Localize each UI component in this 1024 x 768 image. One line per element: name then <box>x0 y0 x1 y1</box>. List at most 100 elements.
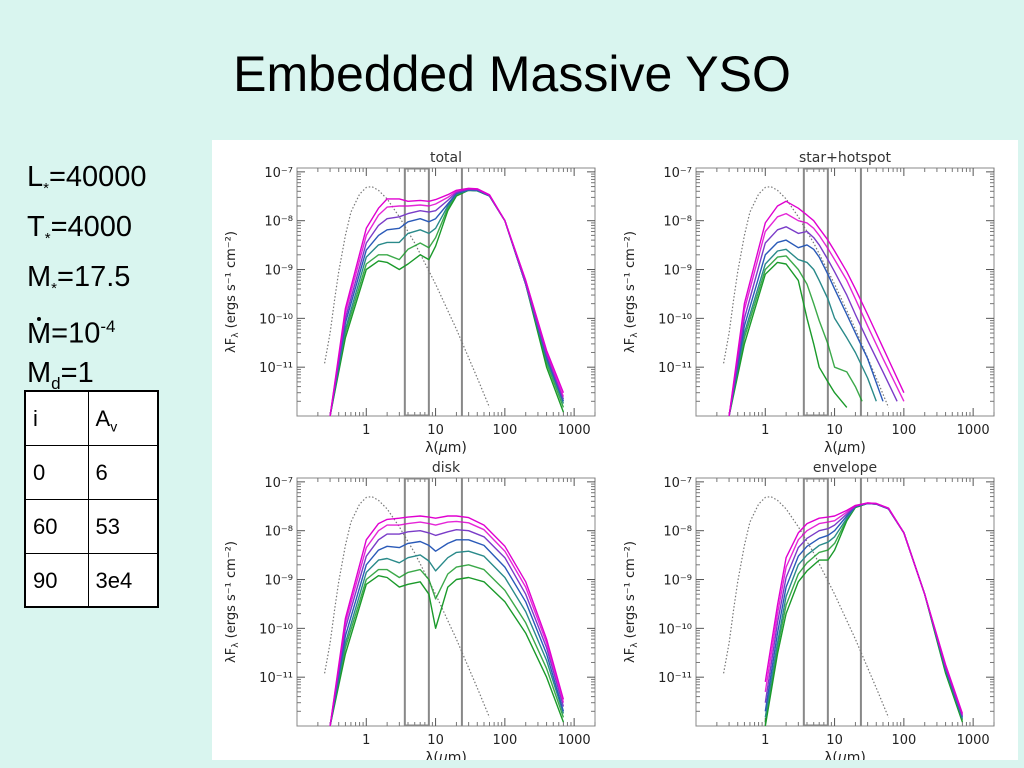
sed-plot-panel: total 1 10 100 1000 10⁻⁷ 10⁻⁸ 10⁻⁹ 10⁻¹⁰ 10⁻¹¹ λFλ… <box>212 140 1018 760</box>
sed-series-line <box>728 248 877 416</box>
param-accretion-rate: M=10-4 <box>27 307 147 354</box>
slide-title: Embedded Massive YSO <box>233 46 791 102</box>
sed-series-line <box>764 502 964 720</box>
plot-title: star+hotspot <box>799 150 892 166</box>
y-tick-label: 10⁻⁹ <box>264 264 293 279</box>
sed-series-line <box>329 564 565 726</box>
param-accretion-rate-symbol: M <box>27 315 51 354</box>
table-header-av: Av <box>87 390 159 446</box>
table-cell-i: 60 <box>24 498 89 554</box>
band-box <box>802 167 829 417</box>
param-mass-value: =17.5 <box>57 260 131 293</box>
param-disk-mass-sub: d <box>51 373 61 393</box>
x-axis-label: λ(μm) <box>824 440 866 456</box>
table-cell-i: 90 <box>24 552 89 608</box>
param-temperature: T*=4000 <box>27 208 147 258</box>
x-tick-label: 10 <box>427 423 444 438</box>
table-row: 60 53 <box>24 498 159 554</box>
sed-series-line <box>728 261 848 416</box>
band-box <box>403 167 430 417</box>
y-tick-label: 10⁻¹¹ <box>658 361 692 376</box>
sed-series-line <box>329 515 565 726</box>
table-cell-av: 53 <box>87 498 159 554</box>
param-disk-mass-symbol: M <box>27 357 52 390</box>
y-axis-label: λFλ (ergs s⁻¹ cm⁻²) <box>623 541 640 663</box>
sed-series-line <box>329 520 565 726</box>
table-header-av-base: A <box>95 406 111 431</box>
y-axis-label: λFλ (ergs s⁻¹ cm⁻²) <box>623 231 640 353</box>
param-temperature-sub: * <box>44 229 51 247</box>
param-temperature-value: =4000 <box>50 210 133 243</box>
x-tick-label: 1000 <box>558 733 591 748</box>
x-axis-label: λ(μm) <box>824 750 866 760</box>
y-tick-label: 10⁻⁸ <box>264 525 293 540</box>
x-tick-label: 1 <box>362 423 370 438</box>
sed-series-line <box>329 189 565 416</box>
x-axis-label: λ(μm) <box>425 440 467 456</box>
y-tick-label: 10⁻¹⁰ <box>658 622 692 637</box>
y-tick-label: 10⁻⁸ <box>663 525 692 540</box>
sed-chart-2: disk 1 10 100 1000 10⁻⁷ 10⁻⁸ 10⁻⁹ 10⁻¹⁰ 10⁻¹¹ λFλ … <box>224 460 596 760</box>
x-tick-label: 100 <box>492 733 517 748</box>
sed-series-line <box>764 502 964 717</box>
y-tick-label: 10⁻⁷ <box>264 166 293 181</box>
y-tick-label: 10⁻¹⁰ <box>658 312 692 327</box>
param-mass: M*=17.5 <box>27 258 147 308</box>
table-row: 0 6 <box>24 444 159 500</box>
param-disk-mass: Md=1 <box>27 354 147 403</box>
table-cell-av: 6 <box>87 444 159 500</box>
y-tick-label: 10⁻⁹ <box>663 574 692 589</box>
param-luminosity-sub: * <box>43 179 49 197</box>
stellar-photosphere-curve <box>324 495 491 718</box>
table-row: 90 3e4 <box>24 552 159 608</box>
sed-series-line <box>329 188 565 416</box>
y-tick-label: 10⁻⁷ <box>663 476 692 491</box>
x-tick-label: 10 <box>826 423 843 438</box>
table-header-i: i <box>24 390 89 446</box>
table-header-row: i Av <box>24 390 159 446</box>
inclination-extinction-table: i Av 0 6 60 53 90 3e4 <box>24 390 159 608</box>
param-mass-symbol: M <box>27 260 52 293</box>
plot-title: disk <box>432 460 461 476</box>
sed-series-line <box>764 502 964 723</box>
x-tick-label: 1000 <box>957 733 990 748</box>
plot-title: total <box>430 150 462 166</box>
plot-frame <box>695 167 995 417</box>
table-cell-i: 0 <box>24 444 89 500</box>
table-cell-av: 3e4 <box>87 552 159 608</box>
y-tick-label: 10⁻⁸ <box>663 215 692 230</box>
x-tick-label: 1000 <box>558 423 591 438</box>
y-tick-label: 10⁻⁷ <box>663 166 692 181</box>
sed-series-line <box>764 502 964 714</box>
sed-plots-svg: total 1 10 100 1000 10⁻⁷ 10⁻⁸ 10⁻⁹ 10⁻¹⁰ 10⁻¹¹ λFλ… <box>224 150 995 760</box>
plot-frame <box>296 477 596 727</box>
plot-frame <box>695 477 995 727</box>
x-tick-label: 100 <box>492 423 517 438</box>
band-box <box>802 477 829 727</box>
sed-series-line <box>329 189 565 416</box>
y-tick-label: 10⁻¹¹ <box>259 671 293 686</box>
sed-series-line <box>329 189 565 416</box>
band-box <box>403 477 430 727</box>
plot-title: envelope <box>813 460 877 476</box>
sed-series-line <box>764 502 964 718</box>
y-axis-label: λFλ (ergs s⁻¹ cm⁻²) <box>224 541 241 663</box>
x-tick-label: 100 <box>891 423 916 438</box>
sed-series-line <box>764 502 964 715</box>
sed-series-line <box>329 189 565 416</box>
x-tick-label: 1 <box>761 423 769 438</box>
y-tick-label: 10⁻⁷ <box>264 476 293 491</box>
y-tick-label: 10⁻⁹ <box>264 574 293 589</box>
sed-series-line <box>329 187 565 416</box>
sed-chart-3: envelope 1 10 100 1000 10⁻⁷ 10⁻⁸ 10⁻⁹ 10⁻¹⁰ 10⁻¹¹… <box>623 460 995 760</box>
param-accretion-rate-exponent: -4 <box>100 317 116 337</box>
y-tick-label: 10⁻¹¹ <box>658 671 692 686</box>
x-tick-label: 1 <box>761 733 769 748</box>
x-tick-label: 100 <box>891 733 916 748</box>
sed-series-line <box>728 255 863 416</box>
sed-chart-0: total 1 10 100 1000 10⁻⁷ 10⁻⁸ 10⁻⁹ 10⁻¹⁰ 10⁻¹¹ λFλ… <box>224 150 596 456</box>
param-accretion-rate-value: =10 <box>51 318 101 351</box>
sed-series-line <box>329 529 565 726</box>
sed-chart-1: star+hotspot 1 10 100 1000 10⁻⁷ 10⁻⁸ 10⁻⁹ 10⁻¹⁰ 1… <box>623 150 995 456</box>
stellar-photosphere-curve <box>324 185 491 408</box>
